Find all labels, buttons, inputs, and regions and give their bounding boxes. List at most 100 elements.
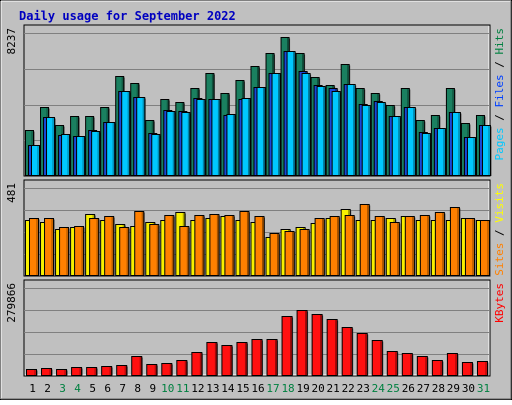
x-label-day-18: 18 [281, 382, 294, 395]
x-label-day-8: 8 [134, 382, 141, 395]
bar-pages-day-27 [421, 133, 431, 176]
legend-item: Hits [493, 28, 506, 55]
x-label-day-28: 28 [432, 382, 445, 395]
bar-sites-day-30 [464, 218, 475, 276]
x-label-day-6: 6 [104, 382, 111, 395]
bar-pages-day-8 [136, 97, 146, 176]
legend-item: Visits [493, 183, 506, 223]
bar-kbytes-day-28 [431, 360, 443, 376]
bar-kbytes-day-26 [401, 353, 413, 376]
x-label-day-24: 24 [372, 382, 386, 395]
bar-pages-day-19 [301, 73, 311, 176]
x-label-day-7: 7 [119, 382, 126, 395]
chart-title: Daily usage for September 2022 [19, 9, 236, 23]
legend-item: Sites [493, 243, 506, 276]
bar-kbytes-day-15 [236, 342, 248, 376]
bar-sites-day-22 [344, 215, 355, 276]
kbytes-y-max-label: 279866 [5, 283, 18, 323]
bar-kbytes-day-13 [206, 342, 218, 376]
bar-pages-day-11 [181, 112, 191, 176]
x-label-day-17: 17 [266, 382, 279, 395]
bar-pages-day-28 [436, 128, 446, 176]
x-label-day-11: 11 [176, 382, 189, 395]
bar-kbytes-day-9 [146, 364, 158, 376]
bar-pages-day-24 [376, 102, 386, 176]
bar-kbytes-day-3 [56, 369, 68, 376]
x-label-day-26: 26 [402, 382, 415, 395]
bar-sites-day-3 [59, 227, 70, 276]
bar-pages-day-30 [466, 137, 476, 176]
bar-kbytes-day-21 [326, 319, 338, 376]
x-label-day-12: 12 [191, 382, 204, 395]
bar-sites-day-10 [164, 215, 175, 276]
x-label-day-10: 10 [161, 382, 174, 395]
x-label-day-2: 2 [44, 382, 51, 395]
bar-sites-day-2 [44, 218, 55, 276]
bar-kbytes-day-29 [446, 353, 458, 376]
bar-sites-day-5 [89, 218, 100, 276]
bar-kbytes-day-6 [101, 366, 113, 376]
bar-sites-day-7 [119, 227, 130, 276]
x-label-day-30: 30 [462, 382, 475, 395]
bar-sites-day-21 [329, 216, 340, 276]
bar-sites-day-6 [104, 216, 115, 276]
x-label-day-15: 15 [236, 382, 249, 395]
x-label-day-22: 22 [342, 382, 355, 395]
bar-kbytes-day-14 [221, 345, 233, 376]
bar-kbytes-day-10 [161, 363, 173, 376]
x-label-day-25: 25 [387, 382, 400, 395]
x-label-day-4: 4 [74, 382, 81, 395]
bar-kbytes-day-7 [116, 365, 128, 376]
bar-kbytes-day-23 [356, 333, 368, 376]
bar-sites-day-17 [269, 233, 280, 276]
bar-kbytes-day-30 [461, 362, 473, 376]
kbytes-legend: KBytes [493, 283, 506, 323]
x-label-day-13: 13 [206, 382, 219, 395]
bar-sites-day-31 [479, 220, 490, 276]
bar-pages-day-7 [121, 91, 131, 176]
bar-kbytes-day-8 [131, 356, 143, 376]
bar-pages-day-12 [196, 99, 206, 176]
bar-sites-day-24 [374, 216, 385, 276]
x-label-day-23: 23 [357, 382, 370, 395]
bar-kbytes-day-27 [416, 356, 428, 376]
x-label-day-16: 16 [251, 382, 264, 395]
bar-kbytes-day-5 [86, 367, 98, 376]
bar-pages-day-2 [46, 117, 56, 176]
bar-kbytes-day-1 [26, 369, 37, 376]
bar-kbytes-day-4 [71, 367, 83, 376]
bar-sites-day-18 [284, 231, 295, 276]
legend-item: Pages [493, 127, 506, 160]
legend-item: KBytes [493, 283, 506, 323]
bar-pages-day-23 [361, 105, 371, 176]
sites-visits-panel: 481 Sites / Visits [5, 179, 506, 277]
hits-files-pages-y-max-label: 8237 [5, 28, 18, 55]
x-label-day-19: 19 [296, 382, 309, 395]
legend-item: / [493, 223, 506, 243]
x-label-day-27: 27 [417, 382, 430, 395]
bar-sites-day-8 [134, 211, 145, 276]
bar-sites-day-16 [254, 216, 265, 276]
bar-pages-day-6 [106, 122, 116, 176]
x-label-day-3: 3 [59, 382, 66, 395]
x-label-day-9: 9 [149, 382, 156, 395]
bar-pages-day-10 [166, 111, 176, 176]
sites-visits-legend: Sites / Visits [493, 183, 506, 276]
hits-files-pages-panel: 8237 Pages / Files / Hits [5, 24, 506, 177]
bar-kbytes-day-31 [476, 361, 488, 376]
bar-pages-day-13 [211, 99, 221, 176]
legend-item: Files [493, 74, 506, 107]
bar-kbytes-day-24 [371, 340, 383, 376]
bar-kbytes-day-20 [311, 314, 323, 376]
bar-pages-day-18 [286, 51, 296, 176]
x-axis-labels: 1 2 3 4 5 6 7 8 9 10 11 12 13 14 15 16 17 18 19 20 21 22 23 24 2… [29, 382, 490, 395]
bar-pages-day-14 [226, 114, 236, 176]
bar-pages-day-22 [346, 84, 356, 176]
hits-files-pages-legend: Pages / Files / Hits [493, 28, 506, 161]
bar-sites-day-26 [404, 216, 415, 276]
bar-pages-day-31 [481, 125, 491, 176]
bar-sites-day-29 [449, 207, 460, 276]
bar-sites-day-11 [179, 226, 190, 276]
kbytes-panel: 279866 KBytes [5, 279, 506, 377]
